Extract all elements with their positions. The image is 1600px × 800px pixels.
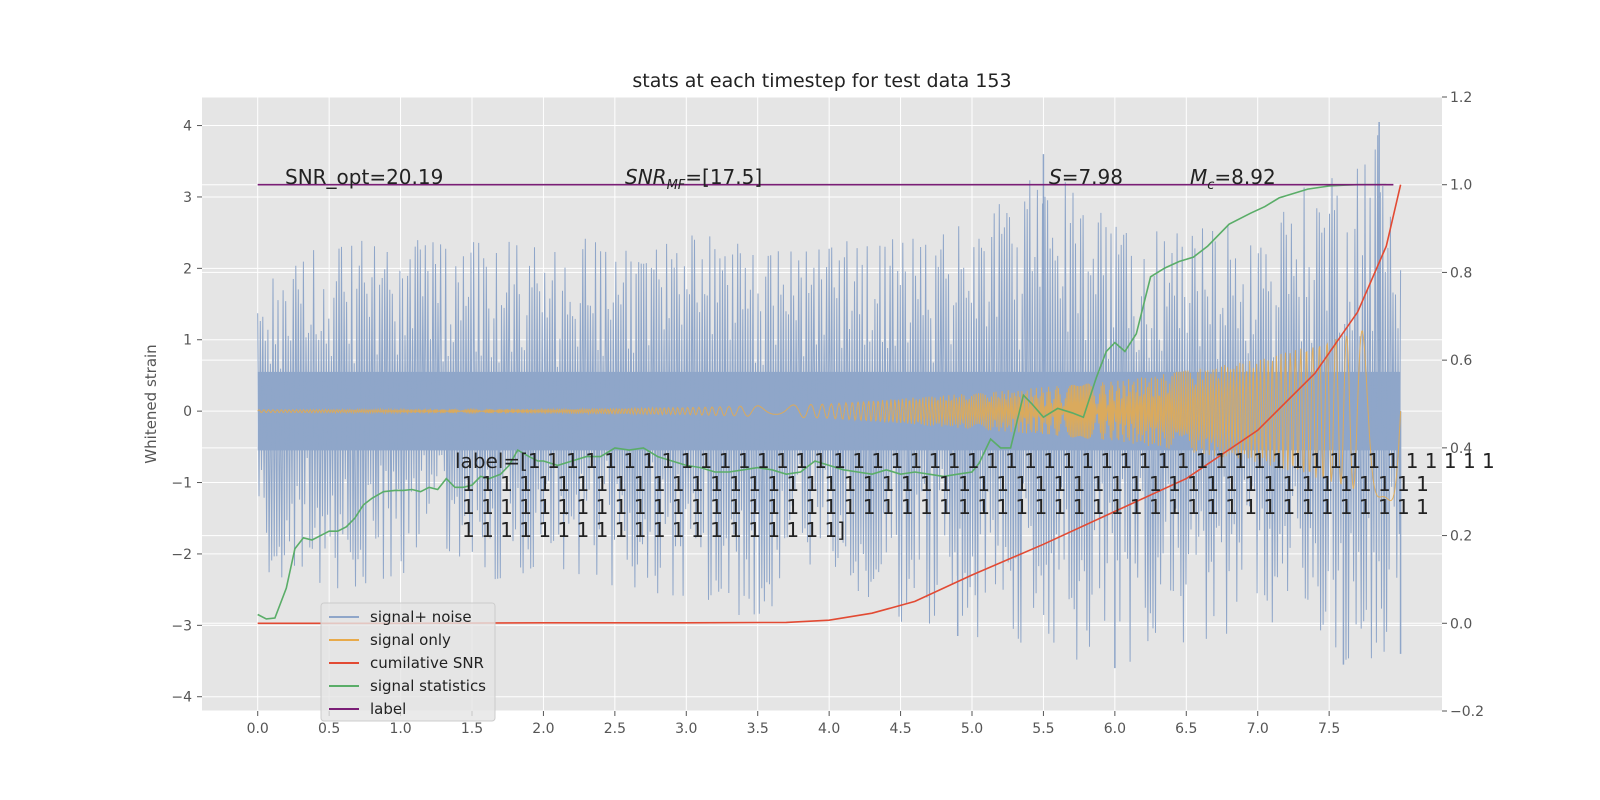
series-signal-statistics-line	[257, 183, 1387, 620]
x-tick-label: 1.5	[461, 721, 483, 737]
y-tick-label: 1	[183, 333, 192, 349]
x-tick-label: 0.5	[318, 721, 340, 737]
x-tick-label: 7.0	[1247, 721, 1269, 737]
x-tick-label: 2.0	[532, 721, 554, 737]
signal-noise-line	[257, 135, 1402, 662]
label-annotation: label=[1 1 1 1 1 1 1 1 1 1 1 1 1 1 1 1 1…	[455, 449, 1495, 542]
y2-tick-label: 1.2	[1450, 90, 1472, 106]
y-tick-label: −2	[171, 547, 192, 563]
x-tick-label: 4.5	[889, 721, 911, 737]
series-lines	[257, 183, 1402, 625]
y2-tick-label: 0.4	[1450, 441, 1472, 457]
x-tick-label: 5.0	[961, 721, 983, 737]
mc-value: =8.92	[1214, 165, 1275, 189]
y2-tick-label: 0.6	[1450, 353, 1472, 369]
x-tick-label: 6.0	[1104, 721, 1126, 737]
snr-mf-base: SNR	[625, 165, 667, 189]
x-tick-label: 7.5	[1318, 721, 1340, 737]
x-tick-label: 1.0	[389, 721, 411, 737]
y-axis-label: Whitened strain	[142, 344, 160, 463]
annotation-snr-mf: SNRMF=[17.5]	[625, 165, 762, 193]
label-line-3: 1 1 1 1 1 1 1 1 1 1 1 1 1 1 1 1 1 1 1 1 …	[462, 495, 1429, 519]
y-tick-label: 3	[183, 190, 192, 206]
y-tick-label: −3	[171, 618, 192, 634]
mc-variable: M	[1190, 165, 1207, 189]
axis-ticks: 0.0 0.5 1.0 1.5 2.0 2.5 3.0 3.5 4.0 4.5 5.0 5.5 6.0 6…	[171, 90, 1484, 737]
y2-tick-label: −0.2	[1450, 704, 1484, 720]
mc-subscript: c	[1207, 178, 1214, 193]
chart-title: stats at each timestep for test data 153	[632, 70, 1011, 92]
y-tick-label: 2	[183, 261, 192, 277]
y2-tick-label: 0.0	[1450, 616, 1472, 632]
y-tick-label: −1	[171, 476, 192, 492]
x-tick-label: 4.0	[818, 721, 840, 737]
x-tick-label: 5.5	[1032, 721, 1054, 737]
signal-only-line	[257, 330, 1402, 502]
label-line-4: 1 1 1 1 1 1 1 1 1 1 1 1 1 1 1 1 1 1 1 1]	[462, 518, 845, 542]
annotations: SNR_opt=20.19 SNRMF=[17.5] S=7.98 Mc=8.9…	[285, 165, 1276, 193]
snr-mf-value: =[17.5]	[685, 165, 762, 189]
y-tick-label: −4	[171, 690, 192, 706]
y2-tick-label: 0.8	[1450, 265, 1472, 281]
y2-tick-label: 0.2	[1450, 529, 1472, 545]
legend-box	[320, 602, 496, 722]
legend-label: cumilative SNR	[370, 654, 484, 672]
legend-label: signal only	[370, 631, 451, 649]
annotation-mc: Mc=8.92	[1190, 165, 1276, 193]
snr-mf-subscript: MF	[667, 178, 686, 193]
legend-label: signal statistics	[370, 677, 486, 695]
legend: signal+ noise signal only cumilative SNR si…	[320, 602, 496, 722]
s-value: =7.98	[1062, 165, 1123, 189]
legend-label: label	[370, 700, 406, 718]
legend-label: signal+ noise	[370, 608, 472, 626]
x-tick-label: 6.5	[1175, 721, 1197, 737]
x-tick-label: 0.0	[247, 721, 269, 737]
label-line-2: 1 1 1 1 1 1 1 1 1 1 1 1 1 1 1 1 1 1 1 1 …	[462, 472, 1429, 496]
s-variable: S	[1049, 165, 1062, 189]
y-tick-label: 0	[183, 404, 192, 420]
x-tick-label: 3.5	[747, 721, 769, 737]
x-tick-label: 3.0	[675, 721, 697, 737]
x-tick-label: 2.5	[604, 721, 626, 737]
y-tick-label: 4	[183, 119, 192, 135]
y2-tick-label: 1.0	[1450, 178, 1472, 194]
label-line-1: label=[1 1 1 1 1 1 1 1 1 1 1 1 1 1 1 1 1…	[455, 449, 1495, 473]
series-signal-only	[257, 330, 1402, 502]
series-cumilative-snr-line	[257, 184, 1402, 625]
annotation-s: S=7.98	[1049, 165, 1123, 189]
annotation-snr-opt: SNR_opt=20.19	[285, 165, 443, 189]
